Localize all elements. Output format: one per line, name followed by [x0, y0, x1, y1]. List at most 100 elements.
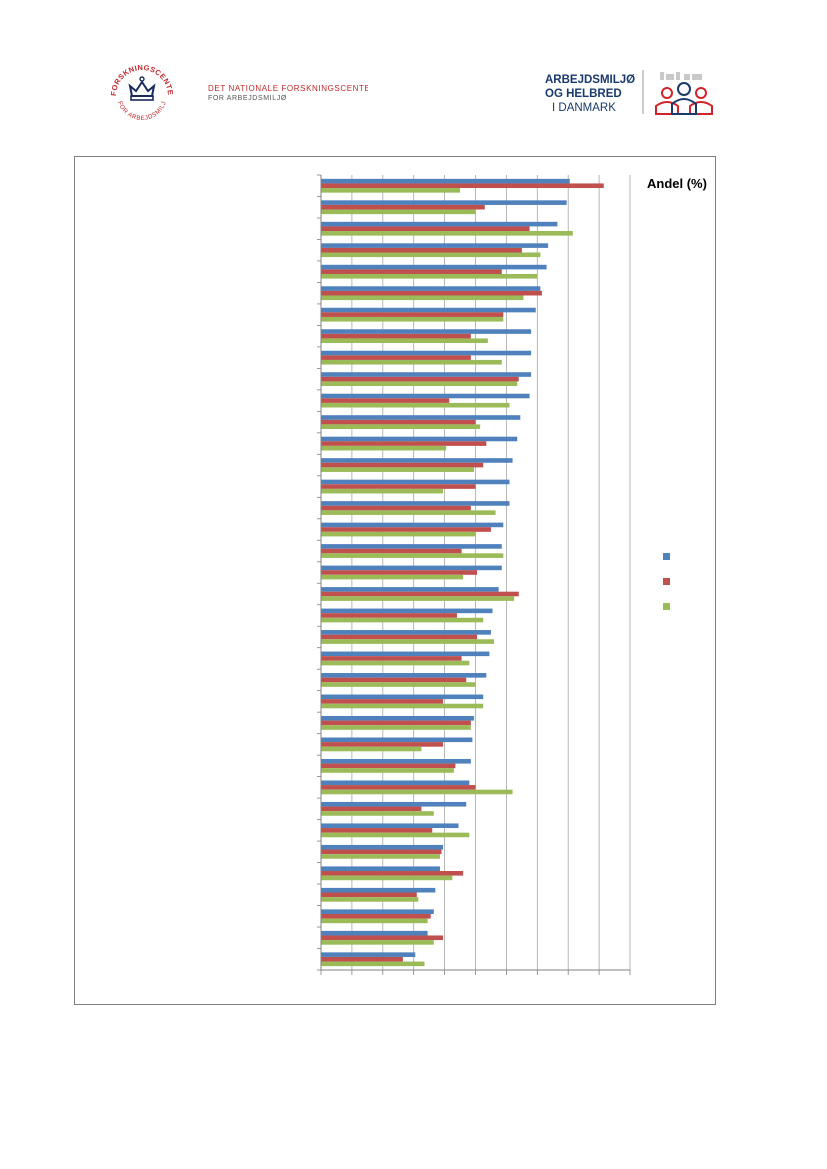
bar — [321, 445, 447, 451]
bar — [321, 544, 502, 549]
bar — [321, 570, 478, 575]
bar — [321, 312, 504, 317]
arbejdsmiljo-og-helbred-logo: ARBEJDSMILJØ OG HELBRED I DANMARK — [545, 70, 713, 115]
bar — [321, 828, 433, 833]
bar — [321, 639, 495, 644]
bar — [321, 398, 450, 403]
bar — [321, 785, 476, 790]
bar — [321, 587, 499, 592]
bar — [321, 909, 434, 914]
bar — [321, 286, 541, 291]
bar — [321, 961, 425, 967]
bar — [321, 290, 542, 296]
bar — [321, 737, 473, 743]
bar — [321, 768, 454, 773]
bar — [321, 484, 476, 489]
bar — [321, 630, 491, 635]
bar — [321, 531, 476, 537]
bar — [321, 553, 504, 558]
bar — [321, 338, 488, 344]
bar — [321, 634, 478, 640]
logo-name-line2: FOR ARBEJDSMILJØ — [208, 95, 287, 102]
bar — [321, 608, 493, 614]
logo-arc-text: FORSKNINGSCENTER — [108, 62, 175, 96]
bar — [321, 703, 484, 709]
bar — [321, 226, 530, 232]
bar — [321, 875, 453, 881]
bar — [321, 930, 428, 936]
bar — [321, 694, 484, 700]
bar — [321, 897, 419, 902]
bar — [321, 393, 530, 399]
bar — [321, 823, 459, 829]
bar — [321, 376, 519, 382]
bar — [321, 350, 532, 356]
bar — [321, 596, 515, 601]
bar — [321, 716, 474, 721]
bar — [321, 329, 532, 334]
legend-swatch — [663, 578, 670, 585]
bar-chart: Andel (%) — [317, 174, 707, 975]
bar — [321, 742, 444, 747]
bar — [321, 505, 471, 511]
bar — [321, 424, 481, 429]
bar — [321, 844, 444, 850]
bar — [321, 746, 422, 752]
bar — [321, 221, 558, 227]
bar — [321, 789, 513, 795]
bar — [321, 682, 476, 687]
bar — [321, 415, 521, 420]
bar — [321, 952, 416, 957]
logo-name-line1: DET NATIONALE FORSKNINGSCENTER — [208, 84, 368, 93]
bar — [321, 699, 444, 704]
bar — [321, 231, 573, 236]
bar — [321, 660, 470, 666]
bar — [321, 763, 456, 769]
bar — [321, 565, 502, 571]
bar — [321, 527, 491, 532]
bar — [321, 677, 467, 683]
bar — [321, 243, 549, 248]
bar — [321, 333, 471, 339]
bar — [321, 613, 457, 618]
bar — [321, 725, 471, 730]
bar — [321, 200, 567, 205]
bar — [321, 402, 510, 408]
bar — [321, 295, 524, 301]
bar — [321, 419, 476, 425]
bar — [321, 488, 444, 494]
bar — [321, 548, 462, 554]
bar — [321, 501, 510, 506]
bar — [321, 935, 444, 941]
bar — [321, 479, 510, 485]
bar — [321, 467, 474, 472]
bar — [321, 956, 403, 962]
bar — [321, 269, 502, 274]
bar — [321, 940, 434, 945]
bar — [321, 651, 490, 657]
bar — [321, 854, 440, 859]
logo-right-line2: OG HELBRED — [545, 88, 622, 100]
bar — [321, 871, 464, 876]
bar — [321, 866, 440, 872]
chart-legend — [663, 553, 670, 610]
chart-frame: Andel (%) — [74, 156, 716, 1005]
logo-right-line3: I DANMARK — [552, 102, 616, 114]
bar — [321, 806, 422, 812]
bar — [321, 252, 541, 258]
bar — [321, 522, 504, 528]
bar — [321, 801, 467, 807]
bar — [321, 264, 547, 270]
bar — [321, 591, 519, 597]
legend-swatch — [663, 553, 670, 560]
legend-swatch — [663, 603, 670, 610]
bar — [321, 673, 487, 678]
bar — [321, 656, 462, 661]
bar — [321, 436, 518, 442]
bar — [321, 510, 496, 515]
bar — [321, 247, 522, 253]
bar — [321, 359, 502, 365]
bar — [321, 887, 436, 893]
bar — [321, 617, 484, 623]
bar — [321, 574, 464, 580]
